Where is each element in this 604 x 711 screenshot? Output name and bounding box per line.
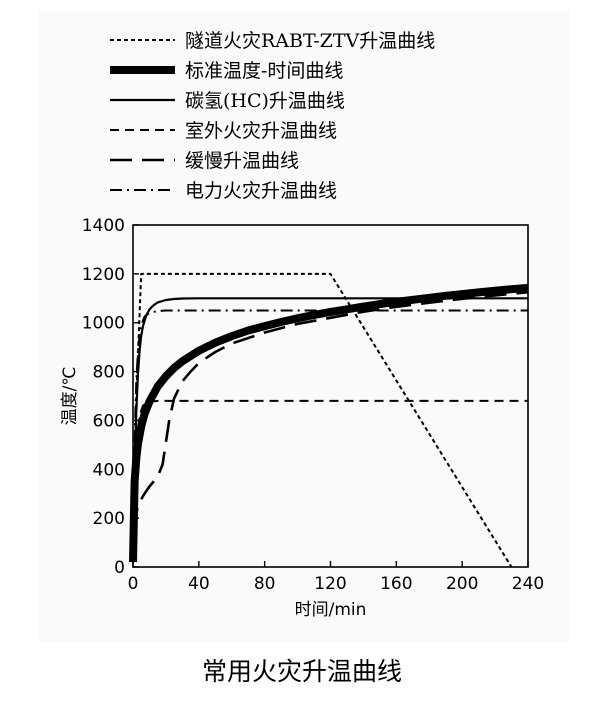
- axis-ticks: 0 40 80 120 160 200 240 0 200 400 600 800 1000 1200 14…: [82, 216, 544, 594]
- series-line-5: [131, 290, 529, 563]
- series-lines: [129, 272, 529, 568]
- y-axis-title: 温度/℃: [60, 367, 80, 426]
- x-tick-label: 160: [380, 574, 412, 594]
- x-tick-label: 80: [254, 574, 276, 594]
- fire-curve-chart: 隧道火灾RABT-ZTV升温曲线标准温度-时间曲线碳氢(HC)升温曲线室外火灾升…: [60, 30, 544, 620]
- figure-panel: [38, 12, 570, 642]
- plot-frame: [132, 224, 529, 568]
- series-line-6: [132, 309, 528, 563]
- legend-label-5: 缓慢升温曲线: [185, 150, 299, 172]
- x-tick-label: 240: [512, 574, 544, 594]
- legend-label-3: 碳氢(HC)升温曲线: [185, 90, 345, 112]
- legend-label-2: 标准温度-时间曲线: [185, 60, 343, 82]
- y-tick-label: 200: [93, 509, 125, 529]
- series-line-4: [132, 399, 528, 563]
- series-line-2: [129, 283, 529, 563]
- x-axis-title: 时间/min: [295, 600, 367, 620]
- y-tick-label: 1000: [82, 314, 125, 334]
- legend-label-4: 室外火灾升温曲线: [185, 120, 337, 142]
- series-line-1: [132, 272, 513, 568]
- x-tick-label: 120: [314, 574, 346, 594]
- y-tick-label: 1400: [82, 216, 125, 236]
- legend-label-1: 隧道火灾RABT-ZTV升温曲线: [185, 30, 435, 52]
- x-tick-label: 0: [128, 574, 139, 594]
- series-line-3: [131, 297, 528, 563]
- y-tick-label: 0: [114, 558, 125, 578]
- x-tick-label: 200: [446, 574, 478, 594]
- y-tick-label: 400: [93, 460, 125, 480]
- y-tick-label: 800: [93, 363, 125, 383]
- figure-caption: 常用火灾升温曲线: [201, 657, 402, 686]
- y-tick-label: 600: [93, 411, 125, 431]
- x-tick-label: 40: [188, 574, 210, 594]
- legend: 隧道火灾RABT-ZTV升温曲线标准温度-时间曲线碳氢(HC)升温曲线室外火灾升…: [110, 30, 435, 202]
- legend-label-6: 电力火灾升温曲线: [185, 180, 337, 202]
- y-tick-label: 1200: [82, 265, 125, 285]
